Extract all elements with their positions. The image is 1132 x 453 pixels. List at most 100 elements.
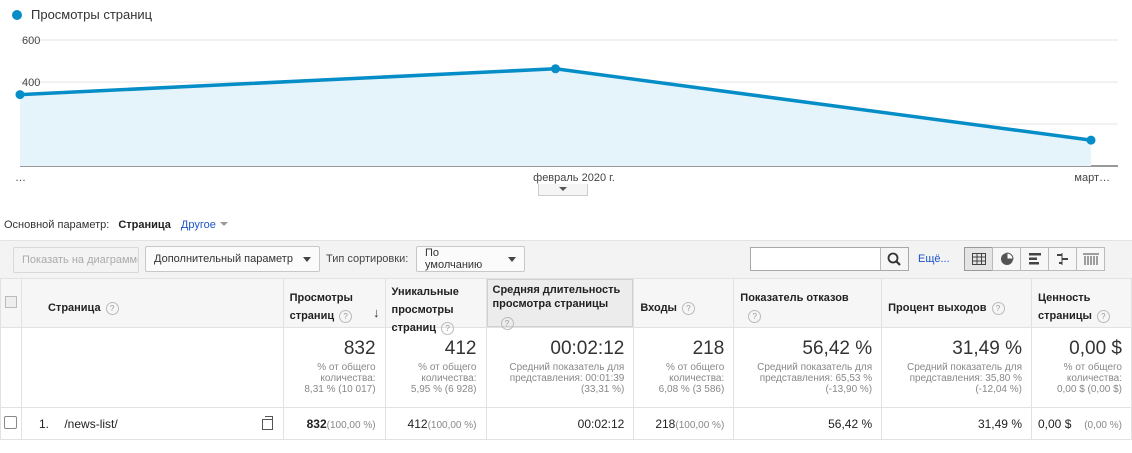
column-header-entrances[interactable]: Входы? [633, 278, 735, 328]
column-header-page[interactable]: Страница? [20, 278, 284, 328]
help-icon[interactable]: ? [681, 301, 695, 315]
row-bounce-rate-cell: 56,42 % [733, 407, 883, 440]
row-entrances: 218 [655, 416, 676, 431]
bar-chart-icon [1028, 253, 1041, 265]
help-icon[interactable]: ? [991, 301, 1005, 315]
row-unique-pageviews-pct: (100,00 %) [427, 419, 477, 431]
row-page-link[interactable]: /news-list/ [64, 416, 118, 431]
totals-checkbox-cell [0, 327, 22, 408]
table-row: 1. /news-list/ 832(100,00 %) 412(100,00 … [0, 407, 1132, 440]
row-page-value-cell: 0,00 $ (0,00 %) [1031, 407, 1132, 440]
total-note: 0,00 $ (0,00 $) [1056, 384, 1122, 395]
chevron-down-icon [302, 256, 311, 262]
column-header-unique-pageviews[interactable]: Уникальные просмотры страниц? [384, 278, 487, 335]
total-note: % от общего [1063, 362, 1122, 373]
secondary-dimension-label: Дополнительный параметр [154, 253, 293, 265]
series-area-fill [20, 68, 1091, 166]
column-header-pageviews[interactable]: Просмотры страниц? ↓ [282, 278, 386, 328]
total-note: % от общего [418, 362, 477, 373]
total-entrances-cell: 218 % от общего количества: 6,08 % (3 58… [633, 327, 735, 408]
pageviews-header-label: Просмотры страниц [289, 292, 353, 322]
plot-rows-label: Показать на диаграмме [22, 254, 139, 266]
secondary-dimension-dropdown[interactable]: Дополнительный параметр [145, 246, 320, 272]
total-note: Средний показатель для [907, 362, 1022, 373]
total-page-value: 0,00 $ [1069, 338, 1122, 359]
bounce-rate-header-label: Показатель отказов [740, 292, 849, 304]
row-page-value: 0,00 $ [1038, 416, 1072, 431]
chart-legend[interactable]: Просмотры страниц [12, 7, 152, 22]
sort-descending-arrow-icon: ↓ [373, 305, 380, 320]
y-tick-label: 400 [22, 77, 40, 89]
table-grid-icon [971, 253, 986, 265]
view-pivot-button[interactable] [1076, 247, 1105, 271]
totals-label-cell [20, 327, 284, 408]
primary-dimension-current[interactable]: Страница [118, 219, 171, 231]
select-all-cell [0, 278, 22, 328]
primary-dimension-bar: Основной параметр: Страница Другое [4, 219, 228, 231]
avg-time-header-label: Средняя длительность просмотра страницы [492, 284, 621, 310]
pivot-table-icon [1082, 253, 1099, 265]
x-tick-label: февраль 2020 г. [533, 172, 615, 184]
row-exit-pct-cell: 31,49 % [881, 407, 1032, 440]
row-checkbox-cell [0, 407, 22, 440]
total-note: Средний показатель для [757, 362, 873, 373]
chevron-down-icon [508, 256, 516, 262]
entrances-header-label: Входы [640, 302, 677, 314]
total-note: Средний показатель для [509, 362, 625, 373]
plot-rows-button[interactable]: Показать на диаграмме [13, 247, 139, 273]
advanced-filter-link[interactable]: Ещё... [918, 253, 950, 265]
view-comparison-button[interactable] [1048, 247, 1077, 271]
column-header-avg-time[interactable]: Средняя длительность просмотра страницы? [485, 278, 635, 330]
help-icon[interactable]: ? [105, 301, 119, 315]
row-checkbox[interactable] [4, 415, 18, 429]
total-bounce-rate: 56,42 % [802, 338, 873, 359]
unique-pageviews-header-label: Уникальные просмотры страниц [391, 286, 459, 334]
row-unique-pageviews: 412 [407, 416, 428, 431]
total-note: представления: 65,53 % [759, 373, 873, 384]
help-icon[interactable]: ? [500, 317, 514, 330]
total-note: количества: [669, 373, 725, 384]
search-button[interactable] [880, 248, 908, 270]
select-all-checkbox[interactable] [4, 295, 17, 308]
view-pie-button[interactable] [992, 247, 1021, 271]
total-note: 5,95 % (6 928) [410, 384, 477, 395]
view-performance-button[interactable] [1020, 247, 1049, 271]
table-header-row: Страница? Просмотры страниц? ↓ Уникальны… [0, 278, 1132, 335]
report-table: Страница? Просмотры страниц? ↓ Уникальны… [0, 278, 1132, 440]
total-note: количества: [421, 373, 477, 384]
row-avg-time: 00:02:12 [577, 416, 625, 431]
search-input[interactable] [751, 248, 885, 270]
data-point [551, 64, 560, 74]
help-icon[interactable]: ? [441, 321, 455, 335]
pageviews-chart: 600400200…февраль 2020 г.март… [15, 35, 1118, 184]
total-avg-time: 00:02:12 [550, 338, 625, 359]
row-avg-time-cell: 00:02:12 [485, 407, 635, 440]
column-header-page-value[interactable]: Ценность страницы? [1031, 278, 1132, 328]
row-pageviews-pct: (100,00 %) [326, 419, 376, 431]
row-page-cell: 1. /news-list/ [20, 407, 284, 440]
sort-type-dropdown[interactable]: По умолчанию [416, 246, 525, 272]
column-header-exit-pct[interactable]: Процент выходов? [881, 278, 1032, 328]
total-pageviews-cell: 832 % от общего количества: 8,31 % (10 0… [282, 327, 386, 408]
total-note: (-12,04 %) [975, 384, 1022, 395]
data-point [15, 90, 25, 100]
total-note: количества: [1066, 373, 1122, 384]
primary-dimension-other-dropdown[interactable]: Другое [181, 219, 228, 231]
column-header-bounce-rate[interactable]: Показатель отказов? [733, 278, 883, 328]
total-note: представления: 00:01:39 [509, 373, 625, 384]
search-icon [887, 252, 901, 266]
row-page-value-pct: (0,00 %) [1084, 419, 1122, 431]
total-bounce-rate-cell: 56,42 % Средний показатель для представл… [733, 327, 883, 408]
help-icon[interactable]: ? [1096, 309, 1110, 323]
primary-dimension-label: Основной параметр: [4, 219, 110, 231]
row-index: 1. [38, 416, 49, 431]
help-icon[interactable]: ? [339, 309, 353, 323]
view-table-button[interactable] [964, 247, 993, 271]
chart-collapse-handle[interactable] [538, 184, 588, 196]
open-page-icon[interactable] [261, 416, 273, 430]
help-icon[interactable]: ? [748, 309, 762, 323]
total-exit-pct: 31,49 % [952, 338, 1022, 359]
row-pageviews: 832 [306, 416, 327, 431]
total-note: % от общего [317, 362, 376, 373]
page-value-header-label: Ценность страницы [1038, 292, 1092, 322]
